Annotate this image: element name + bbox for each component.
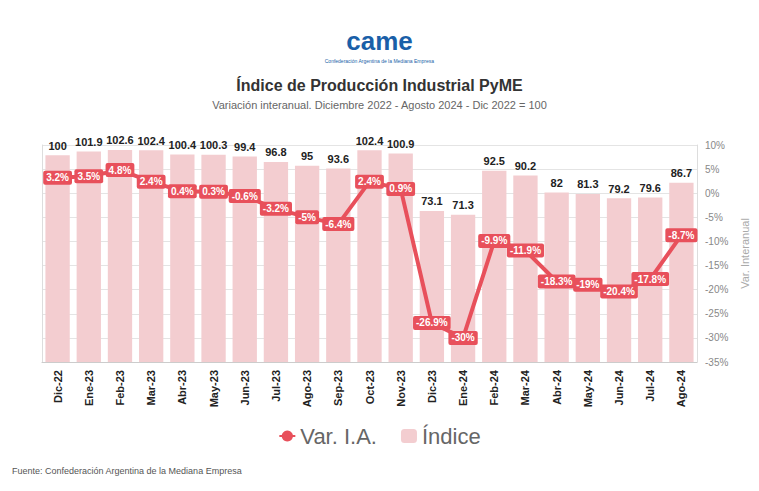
svg-text:Confederación Argentina de la: Confederación Argentina de la Mediana Em… (325, 58, 434, 64)
svg-text:Ago-23: Ago-23 (301, 370, 313, 407)
svg-text:90.2: 90.2 (515, 160, 536, 172)
svg-text:Dic-22: Dic-22 (52, 370, 64, 403)
svg-text:Mar-23: Mar-23 (145, 370, 157, 405)
svg-text:-26.9%: -26.9% (416, 317, 448, 328)
svg-text:Índice: Índice (422, 424, 481, 449)
svg-text:-18.3%: -18.3% (541, 276, 573, 287)
svg-text:Dic-23: Dic-23 (426, 370, 438, 403)
svg-text:93.6: 93.6 (328, 153, 349, 165)
svg-text:2.4%: 2.4% (140, 176, 163, 187)
svg-text:100.3: 100.3 (200, 139, 228, 151)
svg-text:81.3: 81.3 (577, 178, 598, 190)
svg-text:99.4: 99.4 (234, 141, 256, 153)
svg-text:Ago-24: Ago-24 (675, 369, 687, 407)
svg-text:Jul-23: Jul-23 (270, 370, 282, 402)
svg-text:-17.8%: -17.8% (634, 274, 666, 285)
svg-text:79.2: 79.2 (608, 183, 629, 195)
svg-text:Índice de Producción Industria: Índice de Producción Industrial PyME (236, 76, 523, 94)
svg-text:Feb-23: Feb-23 (114, 370, 126, 405)
svg-text:Var. I.A.: Var. I.A. (300, 424, 377, 449)
svg-text:Sep-23: Sep-23 (332, 370, 344, 406)
svg-text:Jun-24: Jun-24 (613, 369, 625, 405)
svg-text:102.4: 102.4 (356, 135, 384, 147)
svg-text:2.4%: 2.4% (358, 176, 381, 187)
svg-text:-20%: -20% (705, 284, 728, 295)
svg-text:96.8: 96.8 (265, 146, 286, 158)
svg-text:Mar-24: Mar-24 (519, 369, 531, 405)
svg-text:Variación interanual. Diciembr: Variación interanual. Diciembre 2022 - A… (212, 99, 547, 111)
svg-text:Oct-23: Oct-23 (364, 370, 376, 404)
svg-text:95: 95 (301, 150, 313, 162)
svg-text:10%: 10% (705, 140, 725, 151)
svg-text:-8.7%: -8.7% (668, 230, 694, 241)
svg-text:-30%: -30% (451, 332, 474, 343)
svg-text:73.1: 73.1 (421, 195, 442, 207)
svg-text:86.7: 86.7 (671, 167, 692, 179)
svg-text:71.3: 71.3 (452, 199, 473, 211)
svg-text:0.9%: 0.9% (389, 183, 412, 194)
svg-text:-35%: -35% (705, 357, 728, 368)
svg-text:100.4: 100.4 (169, 139, 197, 151)
svg-text:79.6: 79.6 (640, 182, 661, 194)
svg-text:Fuente: Confederación Argentin: Fuente: Confederación Argentina de la Me… (12, 466, 242, 476)
svg-text:92.5: 92.5 (484, 155, 505, 167)
svg-text:102.6: 102.6 (106, 134, 134, 146)
svg-text:100.9: 100.9 (387, 138, 415, 150)
svg-text:-5%: -5% (298, 212, 316, 223)
svg-text:0%: 0% (705, 188, 720, 199)
svg-text:4.8%: 4.8% (109, 165, 132, 176)
svg-text:-20.4%: -20.4% (603, 286, 635, 297)
svg-text:Ene-24: Ene-24 (457, 369, 469, 406)
svg-text:-15%: -15% (705, 260, 728, 271)
svg-text:Abr-23: Abr-23 (176, 370, 188, 405)
svg-text:-25%: -25% (705, 308, 728, 319)
svg-text:May-23: May-23 (208, 370, 220, 407)
svg-text:Feb-24: Feb-24 (488, 369, 500, 405)
svg-text:-19%: -19% (576, 279, 599, 290)
svg-text:3.2%: 3.2% (46, 172, 69, 183)
svg-text:-11.9%: -11.9% (510, 245, 541, 256)
svg-text:came: came (346, 26, 413, 56)
svg-text:-5%: -5% (705, 212, 723, 223)
svg-text:Abr-24: Abr-24 (551, 369, 563, 405)
svg-text:-10%: -10% (705, 236, 728, 247)
svg-text:Ene-23: Ene-23 (83, 370, 95, 406)
svg-text:-30%: -30% (705, 332, 728, 343)
svg-text:3.5%: 3.5% (77, 171, 100, 182)
svg-text:-3.2%: -3.2% (263, 203, 289, 214)
svg-text:101.9: 101.9 (75, 136, 103, 148)
svg-text:-6.4%: -6.4% (325, 219, 351, 230)
svg-text:May-24: May-24 (582, 369, 594, 407)
svg-text:5%: 5% (705, 164, 720, 175)
svg-text:Jul-24: Jul-24 (644, 369, 656, 402)
svg-text:0.4%: 0.4% (171, 186, 194, 197)
svg-text:100: 100 (48, 140, 66, 152)
svg-text:102.4: 102.4 (137, 135, 165, 147)
svg-text:0.3%: 0.3% (202, 186, 225, 197)
svg-text:-9.9%: -9.9% (481, 235, 507, 246)
svg-text:-0.6%: -0.6% (232, 191, 258, 202)
svg-text:Nov-23: Nov-23 (395, 370, 407, 407)
svg-text:82: 82 (551, 177, 563, 189)
svg-text:Jun-23: Jun-23 (239, 370, 251, 405)
svg-text:Var. Interanual: Var. Interanual (739, 218, 751, 289)
